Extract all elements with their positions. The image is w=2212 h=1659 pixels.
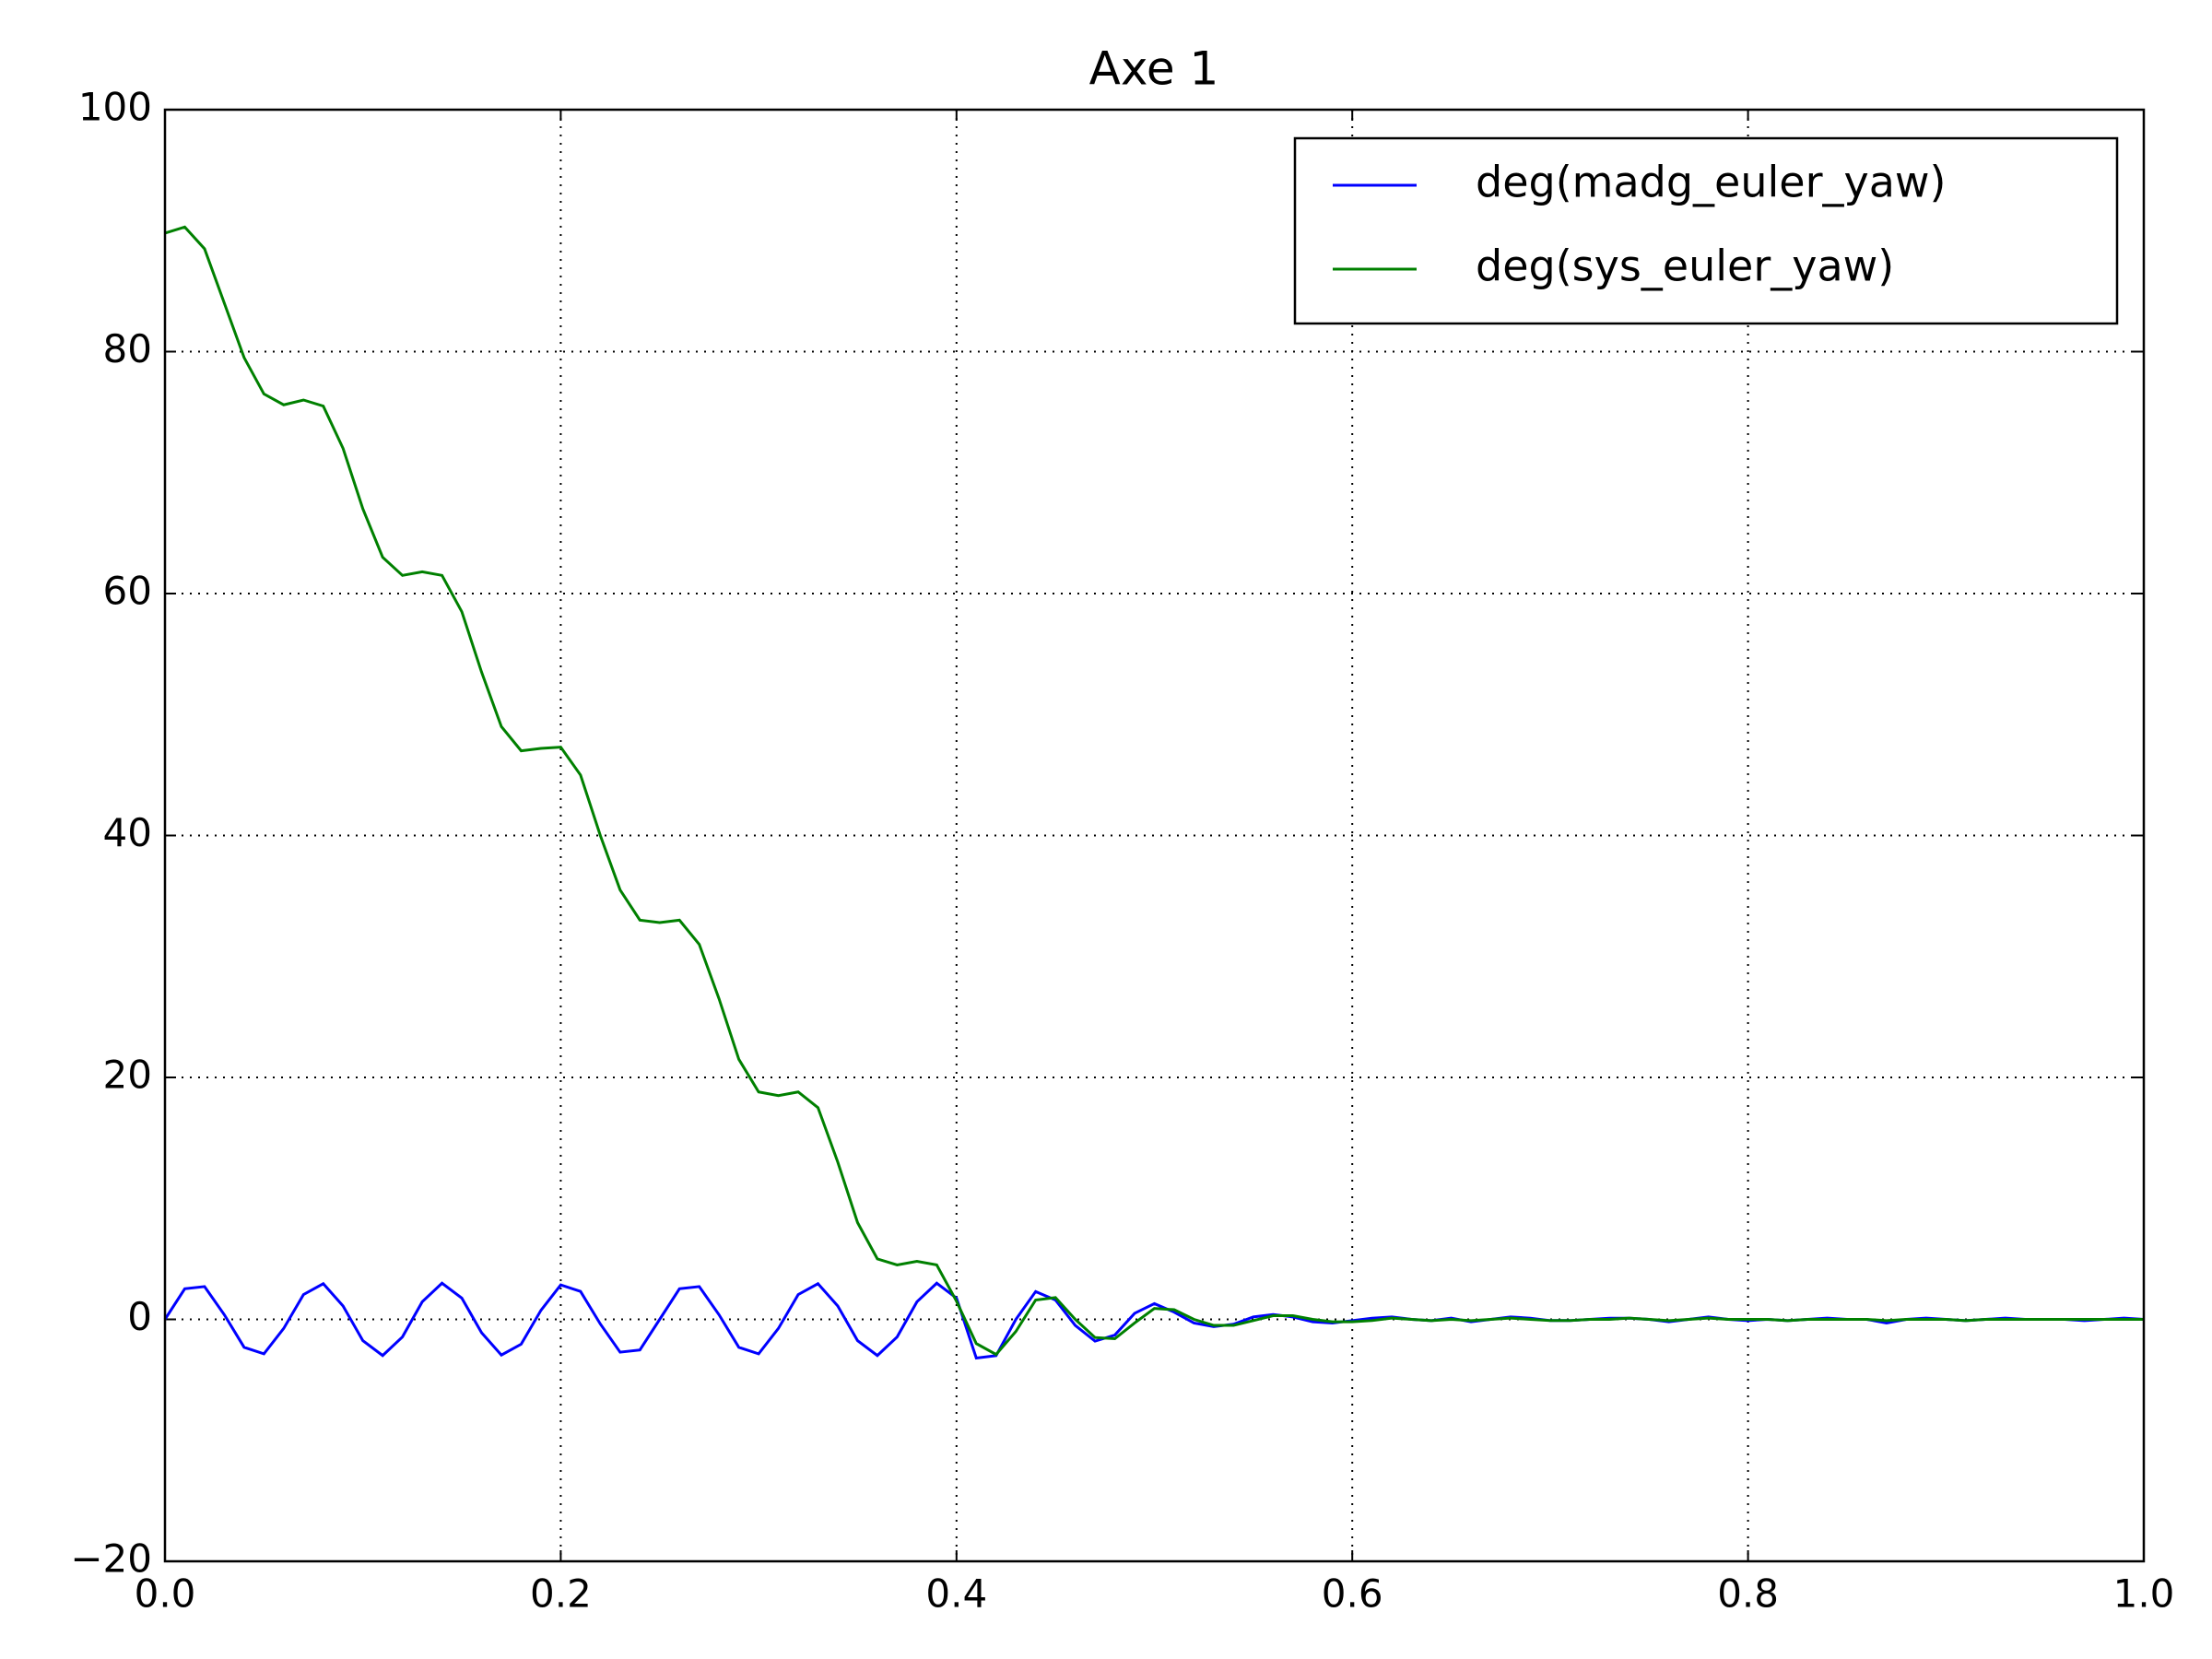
y-tick-label: 20 xyxy=(103,1053,152,1098)
x-tick-label: 0.0 xyxy=(135,1571,196,1617)
y-tick-label: 100 xyxy=(78,85,152,130)
y-tick-label: 40 xyxy=(103,810,152,855)
legend-label: deg(madg_euler_yaw) xyxy=(1476,158,1946,207)
plot-frame xyxy=(163,108,2146,1563)
x-tick-label: 0.4 xyxy=(925,1571,987,1617)
chart-title: Axe 1 xyxy=(1089,42,1219,96)
y-tick-label: 0 xyxy=(127,1294,152,1339)
legend-label: deg(sys_euler_yaw) xyxy=(1476,241,1894,291)
data-line xyxy=(164,225,2144,1357)
y-tick-label: −20 xyxy=(70,1536,152,1582)
x-tick-label: 0.6 xyxy=(1322,1571,1383,1617)
x-tick-label: 1.0 xyxy=(2113,1571,2175,1617)
legend-box xyxy=(1293,136,2119,325)
x-tick-label: 0.8 xyxy=(1717,1571,1779,1617)
y-tick-label: 60 xyxy=(103,569,152,614)
x-tick-label: 0.2 xyxy=(530,1571,592,1617)
y-tick-label: 80 xyxy=(103,326,152,371)
